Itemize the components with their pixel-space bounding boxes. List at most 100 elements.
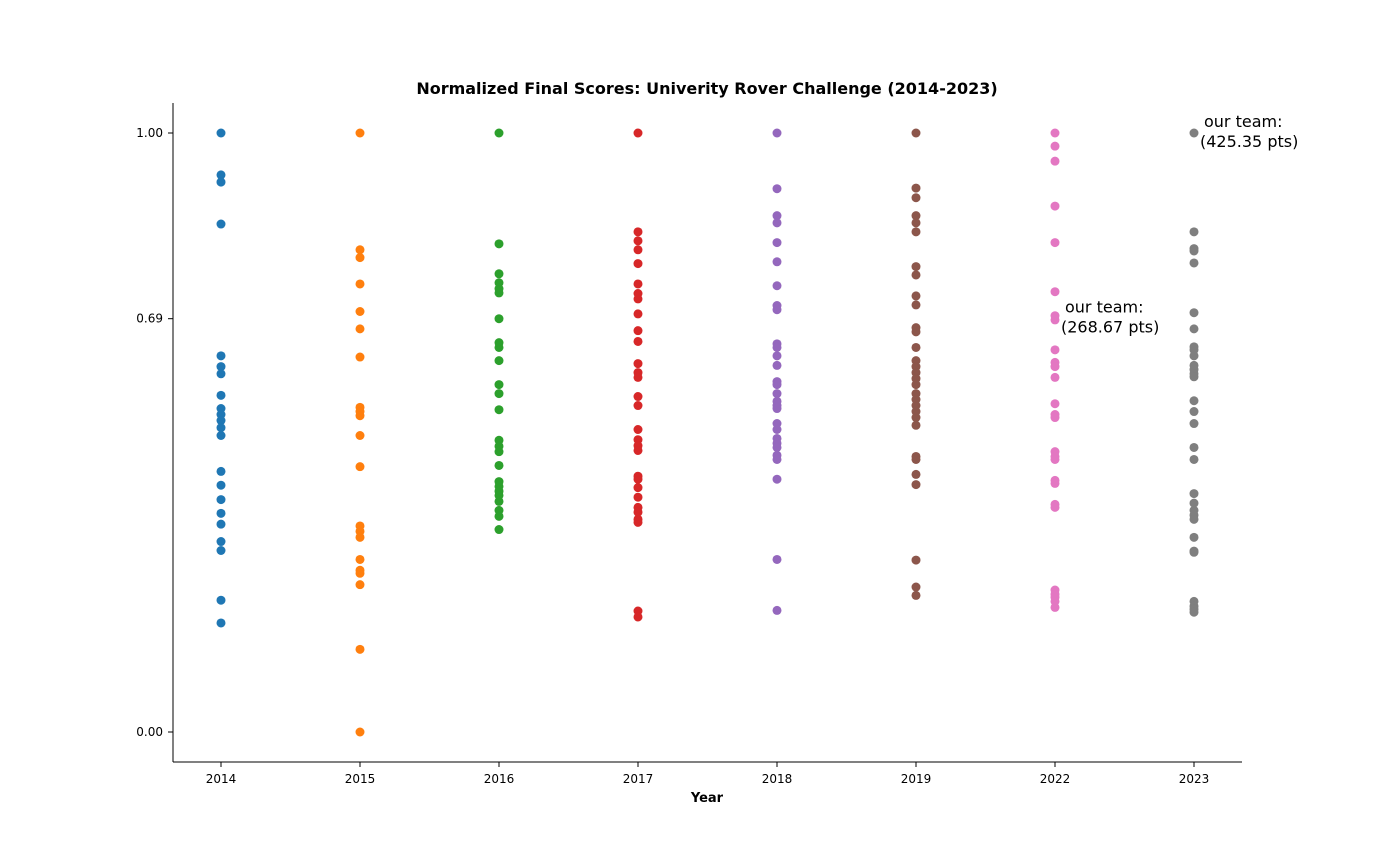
data-point	[911, 480, 921, 490]
data-point	[216, 508, 226, 518]
data-point	[1050, 502, 1060, 512]
data-point	[772, 425, 782, 435]
y-tick-label: 0.69	[136, 312, 163, 326]
data-point	[494, 496, 504, 506]
data-point	[633, 227, 643, 237]
data-point	[1050, 156, 1060, 166]
data-point	[1189, 246, 1199, 256]
annotation-line1: our team:	[1204, 112, 1283, 131]
data-point	[772, 474, 782, 484]
data-point	[772, 257, 782, 267]
data-point	[911, 327, 921, 337]
data-point	[216, 369, 226, 379]
data-point	[216, 362, 226, 372]
data-point	[494, 288, 504, 298]
data-point	[911, 227, 921, 237]
data-point	[633, 359, 643, 369]
data-point	[494, 525, 504, 535]
x-tick-label: 2015	[345, 772, 376, 786]
chart-title: Normalized Final Scores: Univerity Rover…	[416, 79, 997, 98]
data-point	[1189, 498, 1199, 508]
data-point	[1189, 128, 1199, 138]
data-point	[1050, 315, 1060, 325]
data-point	[911, 413, 921, 423]
data-point	[216, 480, 226, 490]
data-point	[494, 389, 504, 399]
data-point	[216, 390, 226, 400]
data-point	[633, 401, 643, 411]
data-point	[911, 270, 921, 280]
data-point	[911, 211, 921, 221]
data-point	[633, 259, 643, 269]
data-point	[911, 128, 921, 138]
data-point	[1189, 419, 1199, 429]
data-point	[911, 582, 921, 592]
x-axis-label: Year	[690, 791, 724, 806]
data-point	[216, 423, 226, 433]
data-point	[633, 483, 643, 493]
data-point	[772, 281, 782, 291]
data-point	[633, 474, 643, 484]
data-point	[633, 612, 643, 622]
data-point	[1189, 454, 1199, 464]
data-point	[216, 219, 226, 229]
data-point	[772, 128, 782, 138]
data-point	[1050, 454, 1060, 464]
data-point	[355, 324, 365, 334]
data-point	[772, 184, 782, 194]
x-axis-ticks: 2014 2015 2016 2017 2018 2019 2022 2023	[206, 762, 1209, 786]
data-point	[772, 211, 782, 221]
data-point	[1189, 372, 1199, 382]
data-point	[911, 300, 921, 310]
data-point	[772, 389, 782, 399]
y-tick-label: 0.00	[136, 725, 163, 739]
data-point	[355, 462, 365, 472]
data-point	[1050, 128, 1060, 138]
data-point	[355, 352, 365, 362]
data-point	[1189, 227, 1199, 237]
data-point	[1050, 345, 1060, 355]
x-tick-label: 2022	[1040, 772, 1071, 786]
data-point	[494, 380, 504, 390]
data-point	[355, 727, 365, 737]
data-point	[494, 128, 504, 138]
data-point	[772, 454, 782, 464]
data-point	[1050, 141, 1060, 151]
annotation-line1: our team:	[1065, 298, 1144, 317]
data-point	[633, 245, 643, 255]
data-point	[772, 218, 782, 228]
data-point	[355, 580, 365, 590]
data-point	[355, 411, 365, 421]
data-point	[216, 351, 226, 361]
data-point	[1189, 407, 1199, 417]
x-tick-label: 2016	[484, 772, 515, 786]
data-point	[355, 279, 365, 289]
data-point	[1189, 532, 1199, 542]
y-tick-label: 1.00	[136, 126, 163, 140]
data-point	[355, 307, 365, 317]
data-point	[216, 537, 226, 547]
data-point	[1050, 287, 1060, 297]
data-point	[1050, 372, 1060, 382]
data-point	[216, 466, 226, 476]
data-point	[633, 517, 643, 527]
data-point	[1189, 258, 1199, 268]
data-point	[1189, 308, 1199, 318]
annotations: our team:(268.67 pts)our team:(425.35 pt…	[1061, 112, 1298, 337]
data-point	[772, 605, 782, 615]
data-point	[911, 183, 921, 193]
data-point	[355, 532, 365, 542]
data-point	[355, 568, 365, 578]
data-point	[633, 279, 643, 289]
data-point	[633, 425, 643, 435]
data-point	[494, 356, 504, 366]
data-point	[772, 442, 782, 452]
data-point	[911, 193, 921, 203]
data-point	[772, 238, 782, 248]
data-point	[494, 460, 504, 470]
x-tick-label: 2014	[206, 772, 237, 786]
data-point	[494, 447, 504, 457]
data-point	[355, 128, 365, 138]
data-point	[355, 253, 365, 263]
